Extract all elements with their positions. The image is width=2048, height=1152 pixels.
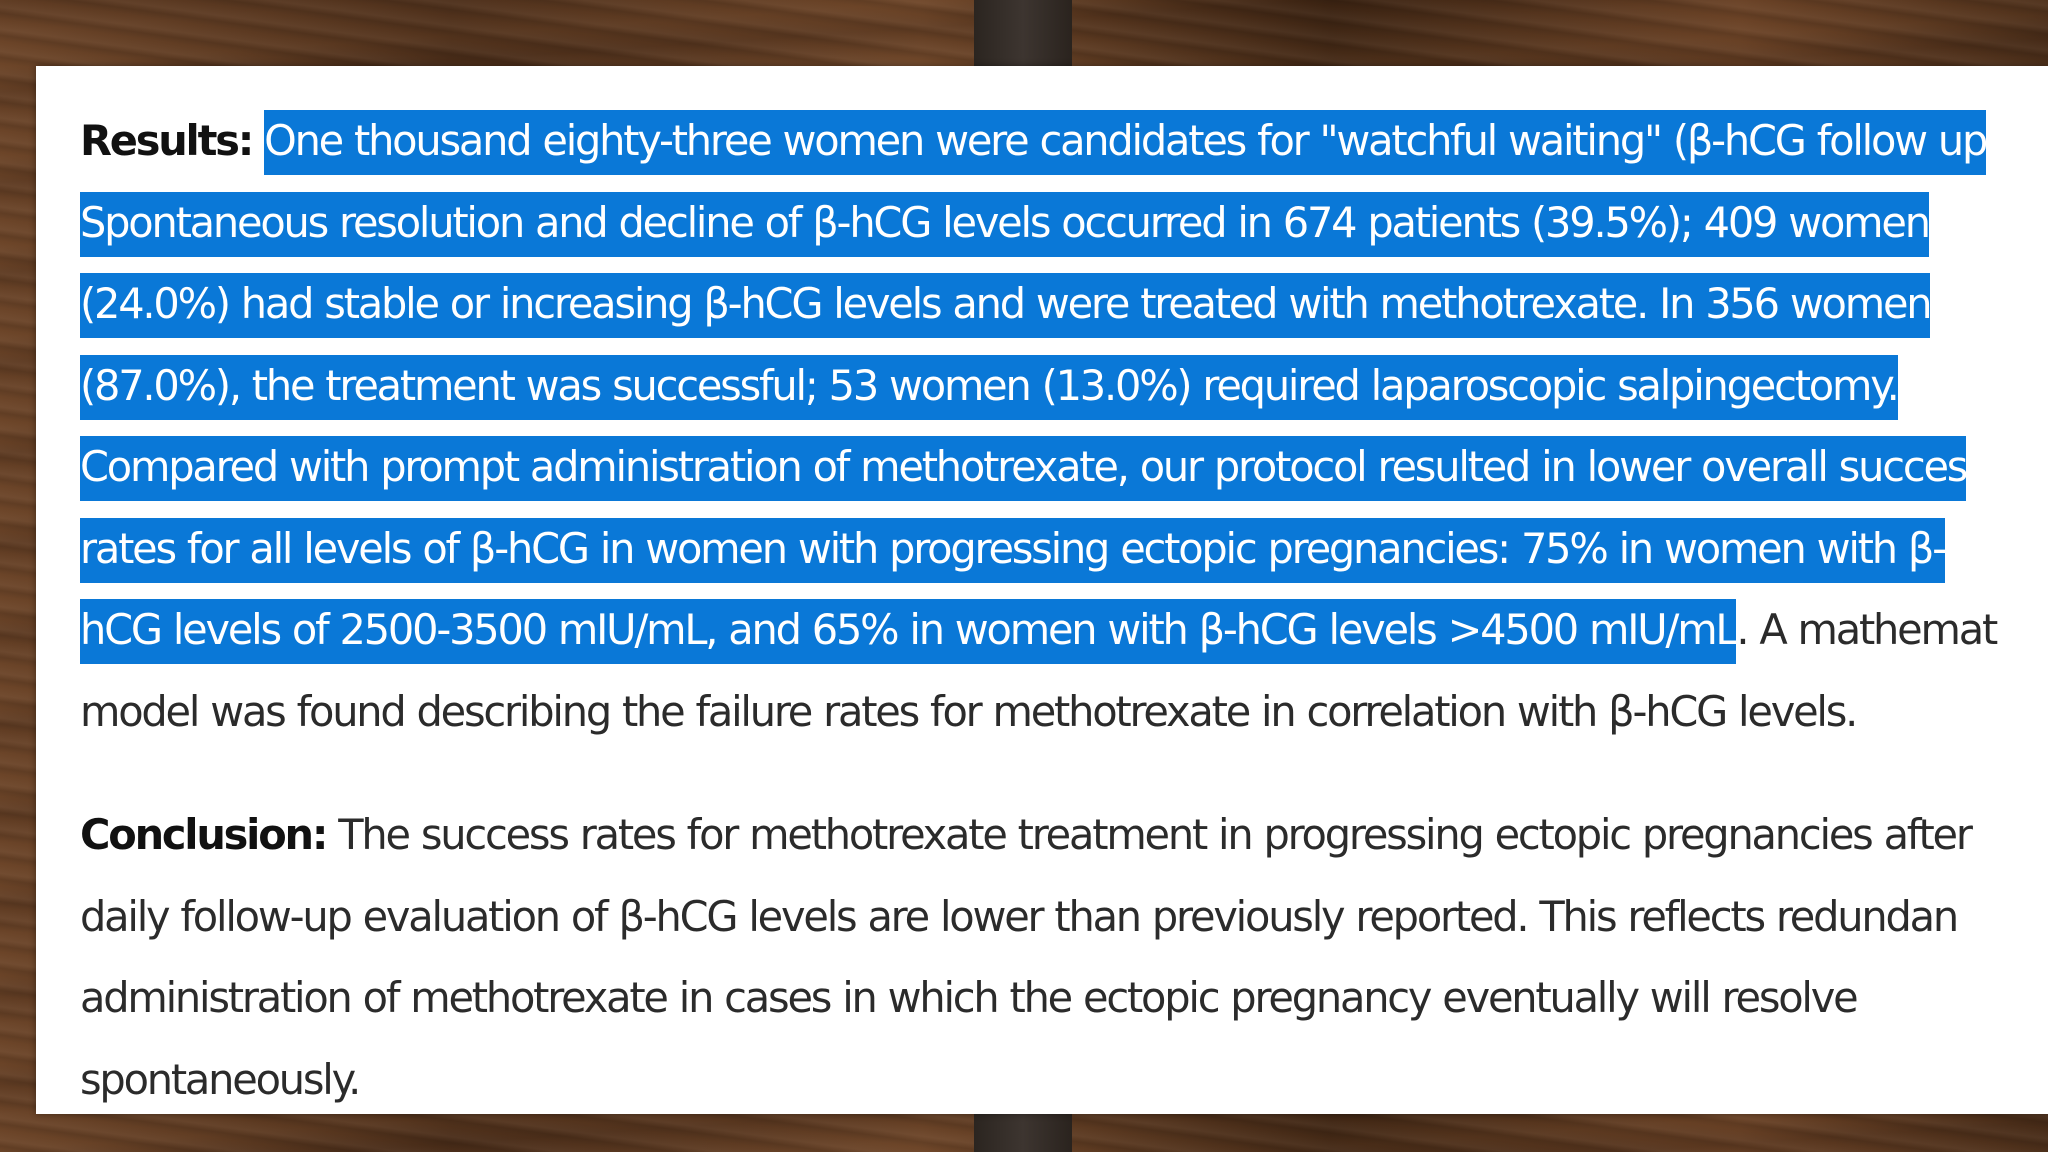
results-line-6[interactable]: rates for all levels of β-hCG in women w… xyxy=(80,508,2048,590)
conclusion-text[interactable]: daily follow-up evaluation of β-hCG leve… xyxy=(80,891,1959,941)
conclusion-line-3[interactable]: administration of methotrexate in cases … xyxy=(80,957,2048,1039)
conclusion-line-1[interactable]: Conclusion: The success rates for methot… xyxy=(80,794,2048,876)
results-line-4[interactable]: (87.0%), the treatment was successful; 5… xyxy=(80,345,2048,427)
unselected-text[interactable]: model was found describing the failure r… xyxy=(80,686,1858,736)
selected-text[interactable]: Spontaneous resolution and decline of β-… xyxy=(80,191,1931,257)
conclusion-text[interactable]: administration of methotrexate in cases … xyxy=(80,973,1859,1022)
conclusion-line-2[interactable]: daily follow-up evaluation of β-hCG leve… xyxy=(80,876,2048,958)
results-line-7[interactable]: hCG levels of 2500-3500 mIU/mL, and 65% … xyxy=(80,589,2048,671)
document-page: Results: One thousand eighty-three women… xyxy=(36,66,2048,1114)
conclusion-text[interactable]: spontaneously. xyxy=(80,1054,361,1104)
results-line-3[interactable]: (24.0%) had stable or increasing β-hCG l… xyxy=(80,263,2048,345)
wooden-post-top xyxy=(974,0,1072,66)
conclusion-label: Conclusion: xyxy=(80,810,328,859)
selected-text[interactable]: (24.0%) had stable or increasing β-hCG l… xyxy=(80,273,1933,338)
conclusion-paragraph[interactable]: Conclusion: The success rates for methot… xyxy=(80,794,2048,1114)
conclusion-line-4[interactable]: spontaneously. xyxy=(80,1039,2048,1115)
selected-text[interactable]: One thousand eighty-three women were can… xyxy=(264,110,1988,175)
conclusion-text[interactable]: The success rates for methotrexate treat… xyxy=(338,810,1973,859)
selected-text[interactable]: Compared with prompt administration of m… xyxy=(80,436,1968,501)
selected-text[interactable]: (87.0%), the treatment was successful; 5… xyxy=(80,354,1900,420)
wooden-post-bottom xyxy=(974,1114,1072,1152)
results-line-2[interactable]: Spontaneous resolution and decline of β-… xyxy=(80,182,2048,264)
results-paragraph[interactable]: Results: One thousand eighty-three women… xyxy=(80,100,2048,752)
results-line-8[interactable]: model was found describing the failure r… xyxy=(80,671,2048,753)
selected-text[interactable]: rates for all levels of β-hCG in women w… xyxy=(80,517,1947,583)
selected-text[interactable]: hCG levels of 2500-3500 mIU/mL, and 65% … xyxy=(80,599,1739,664)
results-label: Results: xyxy=(80,116,254,165)
results-line-1[interactable]: Results: One thousand eighty-three women… xyxy=(80,100,2048,182)
unselected-text[interactable]: . A mathemat xyxy=(1736,605,1998,654)
results-line-5[interactable]: Compared with prompt administration of m… xyxy=(80,426,2048,508)
